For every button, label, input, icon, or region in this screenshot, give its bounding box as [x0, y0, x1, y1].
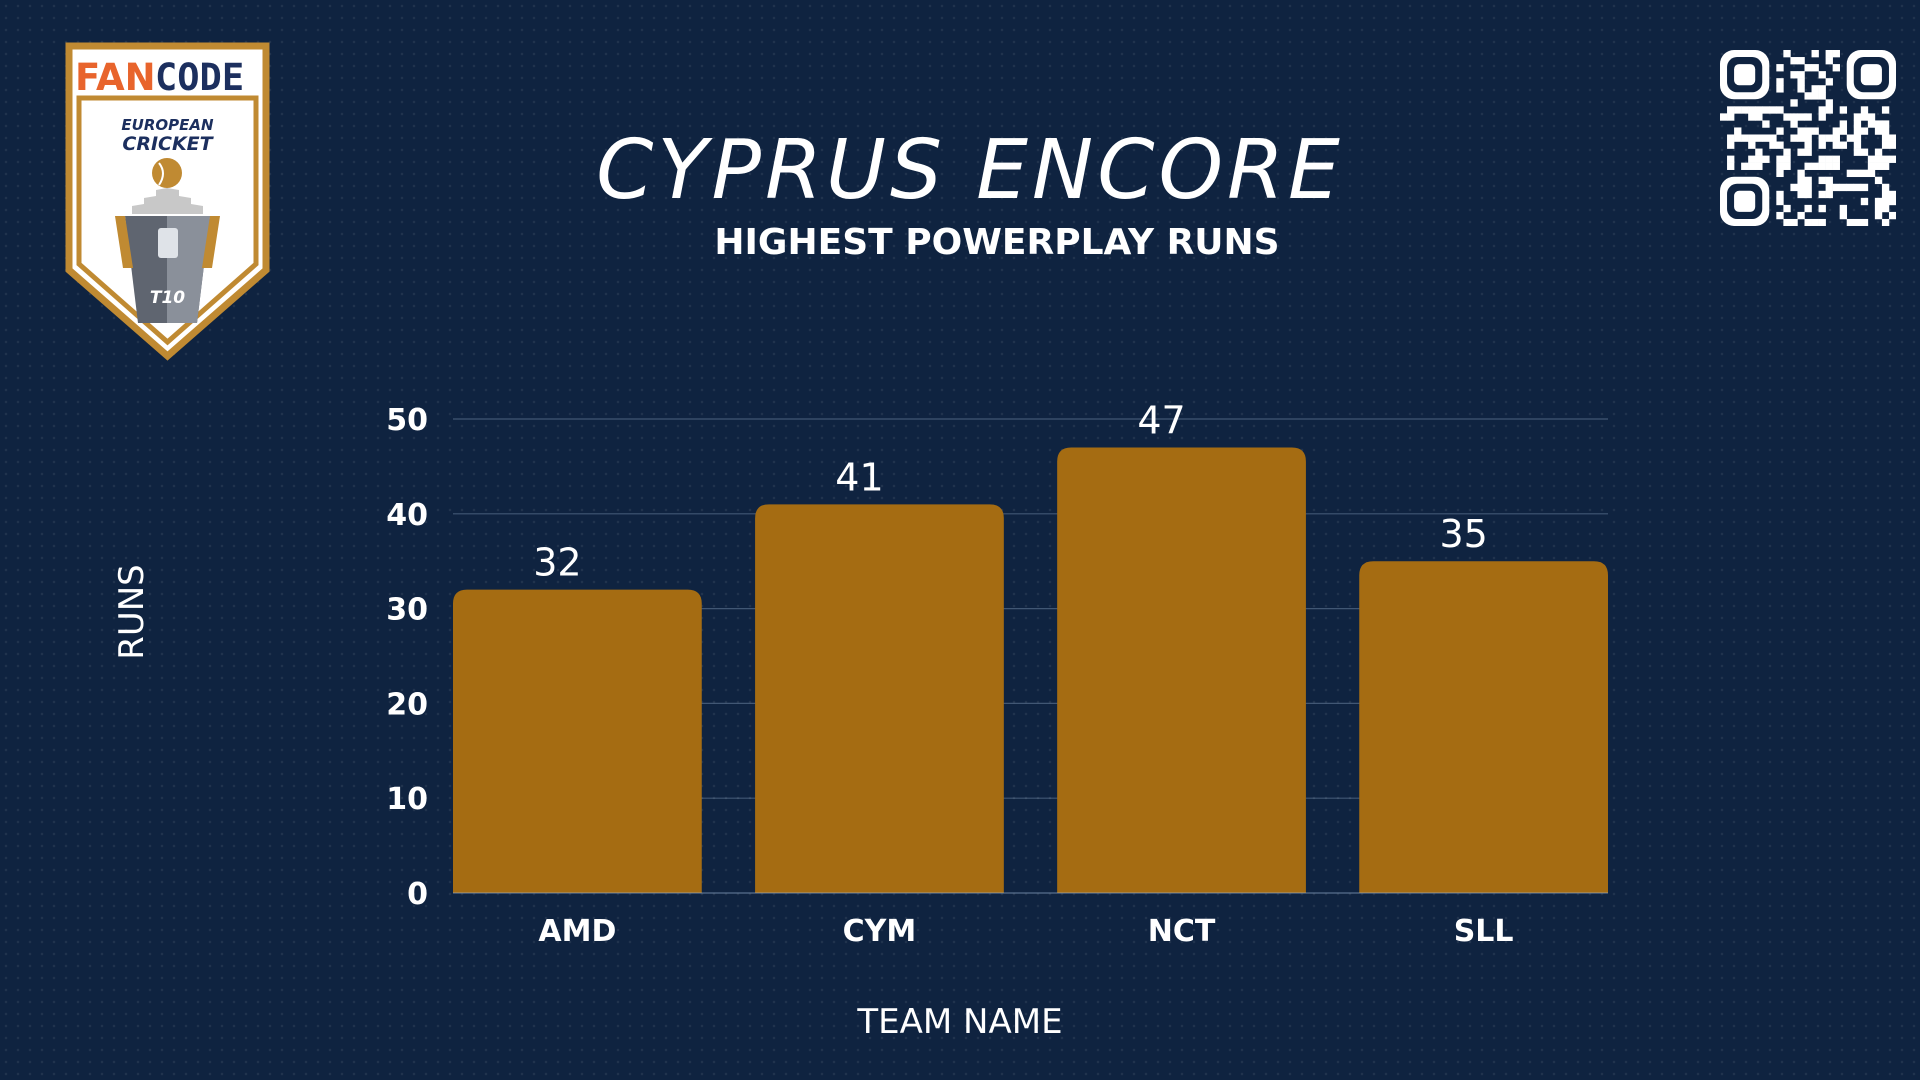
page-title: CYPRUS ENCORE — [596, 122, 1344, 218]
data-label: 41 — [835, 455, 883, 499]
logo-brand-left: FAN — [75, 56, 156, 99]
y-tick-label: 0 — [407, 877, 428, 912]
bar-sll — [1359, 561, 1608, 893]
y-tick-label: 30 — [386, 593, 428, 628]
y-tick-label: 40 — [386, 498, 428, 533]
bar-nct — [1057, 447, 1306, 893]
trophy-icon — [132, 188, 203, 214]
chart-title: HIGHEST POWERPLAY RUNS — [714, 222, 1280, 263]
data-label: 32 — [533, 541, 581, 585]
data-label: 35 — [1439, 512, 1487, 556]
cricket-ball-icon — [152, 158, 182, 188]
x-tick-label: AMD — [538, 914, 616, 949]
y-tick-label: 50 — [386, 403, 428, 438]
logo-brand-right: CODE — [155, 56, 244, 99]
y-tick-label: 20 — [386, 687, 428, 722]
y-tick-label: 10 — [386, 782, 428, 817]
x-tick-label: SLL — [1454, 914, 1514, 949]
logo-line1: EUROPEAN — [121, 116, 214, 134]
bar-amd — [453, 589, 702, 893]
bar-cym — [755, 504, 1004, 893]
fancode-european-cricket-logo: FAN CODE EUROPEAN CRICKET T10 — [65, 42, 270, 361]
x-axis-label: TEAM NAME — [857, 1002, 1063, 1042]
logo-format: T10 — [150, 288, 185, 308]
qr-code-icon — [1720, 50, 1896, 226]
x-tick-label: CYM — [843, 914, 917, 949]
x-tick-label: NCT — [1148, 914, 1216, 949]
data-label: 47 — [1137, 398, 1185, 442]
logo-line2: CRICKET — [122, 133, 214, 155]
